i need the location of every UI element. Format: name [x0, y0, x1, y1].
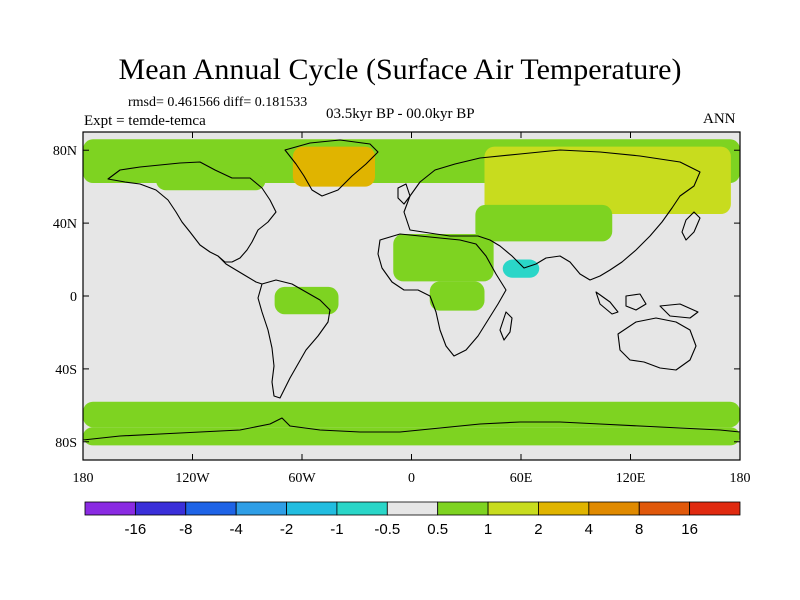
season-label: ANN: [703, 111, 736, 127]
anomaly-region: [393, 234, 494, 282]
coastlines: [83, 139, 740, 441]
coast-north-america: [107, 161, 277, 263]
coast-south-america: [257, 279, 331, 399]
colorbar-label: 1: [484, 521, 492, 538]
colorbar-swatch: [286, 501, 338, 516]
anomaly-region: [484, 146, 731, 214]
anomaly-region: [429, 281, 485, 311]
y-axis: 80N 40N 0 40S 80S: [53, 144, 740, 451]
anomaly-region: [83, 427, 740, 446]
coast-uk: [397, 183, 411, 205]
stats-text: rmsd= 0.461566 diff= 0.181533: [128, 95, 308, 110]
colorbar-swatch: [336, 501, 388, 516]
coast-madagascar: [499, 311, 513, 341]
colorbar-swatch: [437, 501, 489, 516]
colorbar-label: -4: [229, 521, 242, 538]
x-tick-label: 120W: [175, 471, 210, 486]
period-label: 03.5kyr BP - 00.0kyr BP: [326, 106, 475, 122]
coast-australia: [617, 317, 697, 371]
coast-japan: [681, 211, 701, 241]
y-tick-label: 80N: [53, 144, 77, 159]
y-tick-label: 0: [70, 290, 77, 305]
anomaly-region: [292, 146, 375, 187]
colorbar-label: -1: [330, 521, 343, 538]
anomaly-fields: [83, 139, 740, 446]
y-tick-label: 80S: [55, 436, 77, 451]
anomaly-region: [502, 259, 540, 278]
anomaly-region: [274, 286, 339, 315]
x-axis: 180 120W 60W 0 60E 120E 180: [73, 132, 751, 486]
y-tick-label: 40S: [55, 363, 77, 378]
colorbar-swatch: [487, 501, 539, 516]
x-tick-label: 60W: [288, 471, 316, 486]
colorbar-label: 4: [585, 521, 593, 538]
anomaly-region: [83, 401, 740, 428]
coast-new-guinea: [659, 303, 699, 319]
coast-antarctica: [83, 417, 740, 441]
coast-borneo: [625, 293, 647, 311]
colorbar-swatch: [134, 501, 187, 516]
colorbar-swatch: [386, 501, 439, 516]
colorbar-swatch: [185, 501, 237, 516]
coast-greenland: [284, 139, 379, 197]
colorbar-label: -2: [280, 521, 293, 538]
x-tick-label: 180: [730, 471, 751, 486]
colorbar-label: 16: [681, 521, 698, 538]
colorbar-swatch: [235, 501, 287, 516]
coast-sumatra: [595, 291, 619, 315]
colorbar-label: -0.5: [374, 521, 400, 538]
coast-africa: [377, 233, 507, 357]
coast-eurasia: [403, 149, 701, 281]
coast-central-america: [217, 255, 263, 285]
colorbar-label: 0.5: [427, 521, 448, 538]
x-tick-label: 0: [408, 471, 415, 486]
anomaly-region: [475, 204, 613, 242]
colorbar-swatch: [84, 501, 136, 516]
colorbar-swatch: [538, 501, 590, 516]
plot-title: Mean Annual Cycle (Surface Air Temperatu…: [118, 53, 682, 86]
experiment-label: Expt = temde-temca: [84, 113, 206, 129]
colorbar-swatch: [588, 501, 640, 516]
colorbar-label: 2: [534, 521, 542, 538]
colorbar-swatch: [638, 501, 691, 516]
x-tick-label: 60E: [510, 471, 533, 486]
colorbar-swatch: [689, 501, 741, 516]
colorbar-label: -8: [179, 521, 192, 538]
y-tick-label: 40N: [53, 217, 77, 232]
x-tick-label: 120E: [616, 471, 646, 486]
anomaly-region: [156, 164, 266, 191]
colorbar-label: 8: [635, 521, 643, 538]
colorbar-label: -16: [125, 521, 147, 538]
x-tick-label: 180: [73, 471, 94, 486]
colorbar: -16 -8 -4 -2 -1 -0.5 0.5 1 2 4 8 16: [84, 501, 741, 538]
